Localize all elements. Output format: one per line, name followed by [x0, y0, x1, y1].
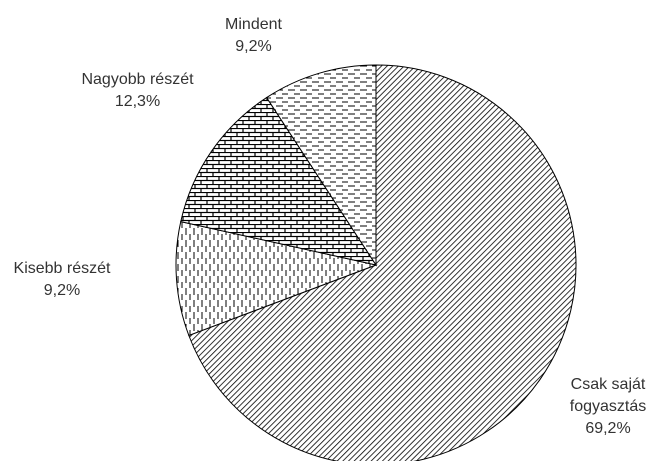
value-label: 9,2%	[235, 38, 272, 55]
pie-slice	[265, 64, 377, 267]
category-label: Mindent	[225, 16, 282, 33]
pie-slice	[175, 221, 378, 337]
value-label: 9,2%	[43, 282, 81, 299]
data-label: Kisebb részét 9,2%	[0, 258, 124, 302]
data-label: Csak saját fogyasztás 69,2%	[548, 374, 668, 440]
value-label: 12,3%	[114, 93, 161, 110]
category-label: Kisebb részét	[13, 260, 111, 277]
pie-slice	[180, 96, 378, 266]
pie-slice	[188, 64, 577, 461]
data-label: Nagyobb részét 12,3%	[80, 69, 195, 113]
value-label: 69,2%	[585, 420, 631, 437]
data-label: Mindent 9,2%	[196, 14, 311, 58]
category-label: Csak saját fogyasztás	[569, 376, 647, 415]
category-label: Nagyobb részét	[81, 71, 194, 88]
